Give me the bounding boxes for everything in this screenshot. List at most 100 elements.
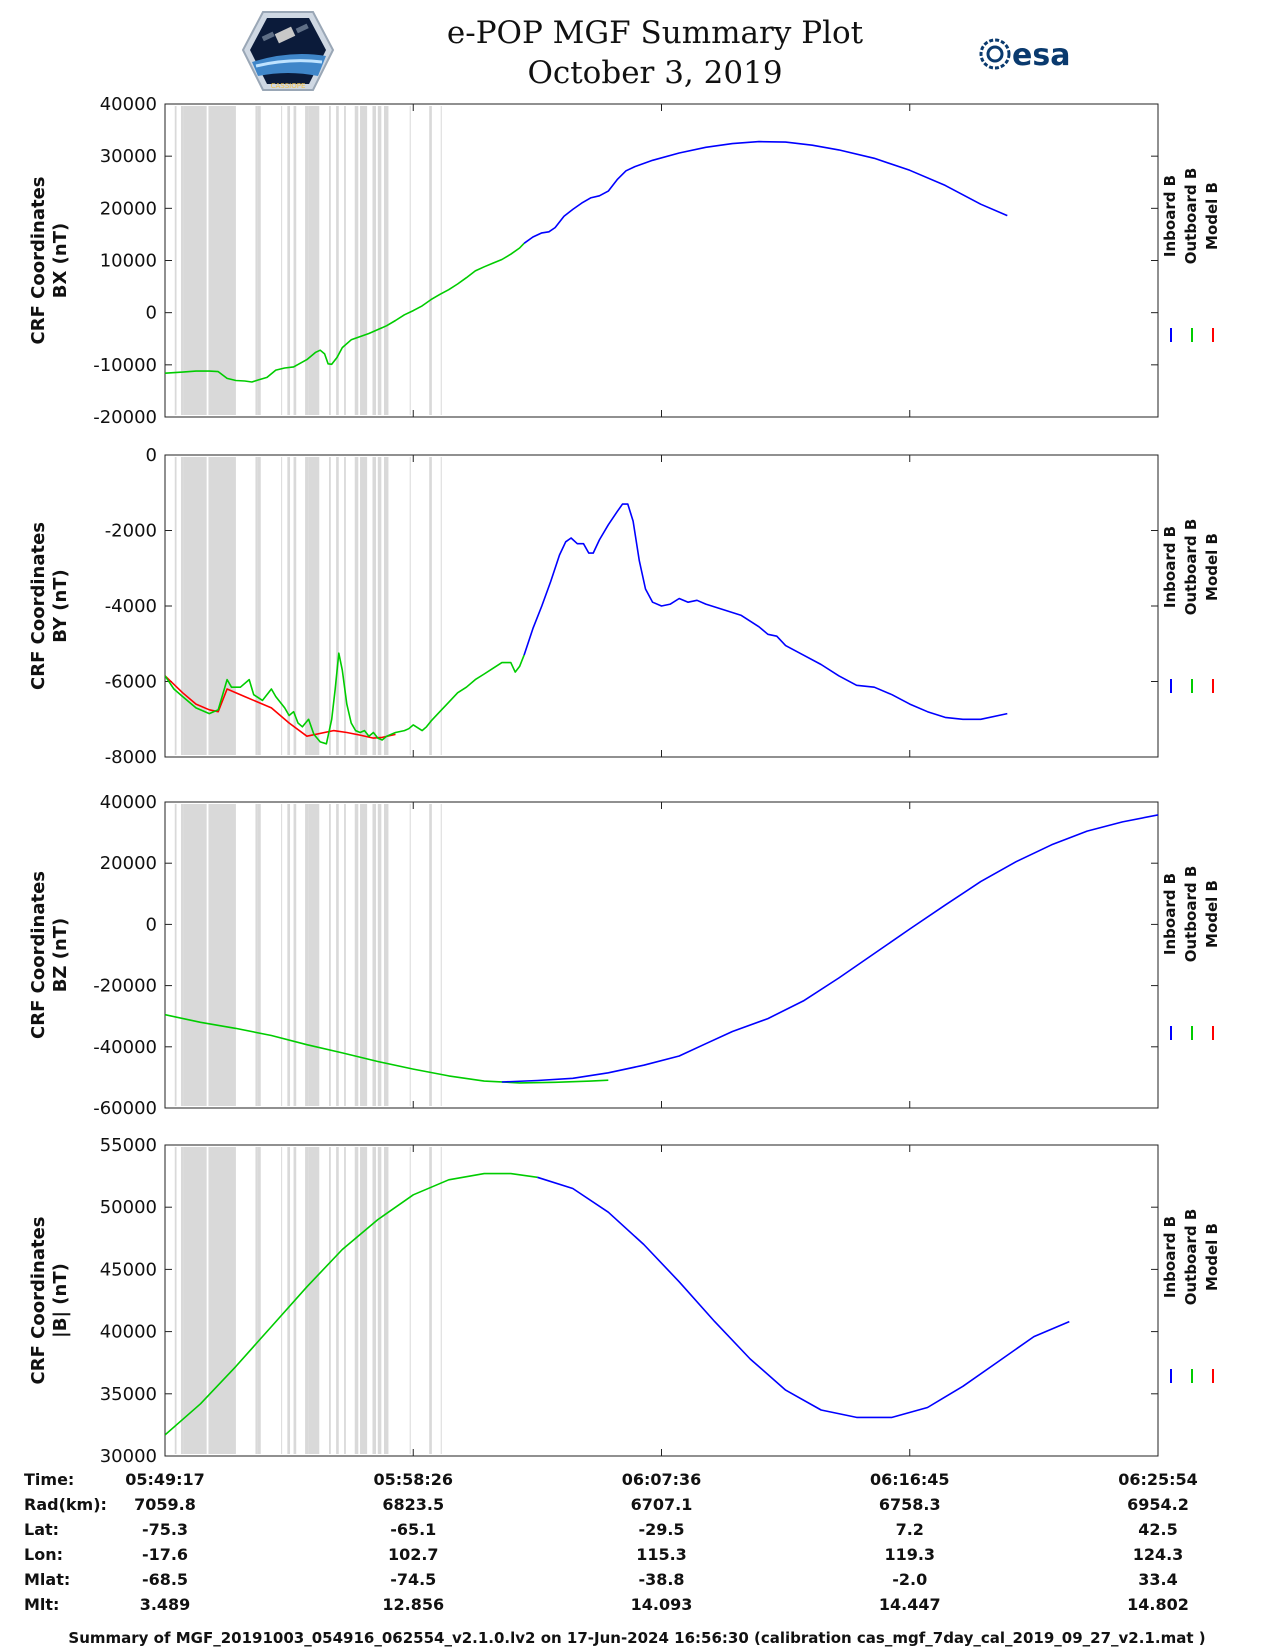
shaded-interval — [344, 457, 346, 755]
shaded-interval — [208, 106, 212, 415]
esa-logo: esa — [979, 38, 1070, 73]
y-tick-label: -20000 — [93, 976, 157, 997]
shaded-interval — [344, 804, 346, 1106]
legend-label: Outboard B — [1182, 168, 1200, 265]
shaded-interval — [281, 457, 283, 755]
y-tick-label: 20000 — [100, 198, 157, 219]
info-cell: 42.5 — [1138, 1520, 1177, 1539]
series-line-outboard-b — [165, 1172, 538, 1436]
shaded-interval — [183, 1147, 207, 1454]
info-cell: 7059.8 — [134, 1495, 196, 1514]
shaded-interval — [360, 457, 368, 755]
shaded-interval — [308, 106, 320, 415]
info-cell: -17.6 — [142, 1545, 188, 1564]
series-line-outboard-b — [165, 1013, 609, 1084]
shaded-interval — [208, 1147, 212, 1454]
title-line-1: e-POP MGF Summary Plot — [447, 15, 864, 51]
shaded-interval — [305, 106, 309, 415]
y-axis-label: CRF Coordinates|B| (nT) — [28, 1217, 71, 1385]
info-cell: 3.489 — [140, 1595, 191, 1614]
info-cell: 06:25:54 — [1118, 1470, 1198, 1489]
shaded-interval — [180, 106, 184, 415]
shaded-interval — [174, 457, 177, 755]
shaded-interval — [293, 457, 297, 755]
info-cell: 05:49:17 — [125, 1470, 205, 1489]
y-axis-label-line-1: CRF Coordinates — [28, 177, 49, 345]
shaded-interval — [429, 457, 432, 755]
y-tick-label: 45000 — [100, 1259, 157, 1280]
shaded-interval — [183, 804, 207, 1106]
y-tick-label: 0 — [146, 445, 157, 466]
series-line-inboard-b — [501, 814, 1158, 1083]
y-tick-label: 10000 — [100, 251, 157, 272]
legend-label: Model B — [1203, 1223, 1221, 1291]
panel-1: -20000 -10000 0 10000 20000 30000 40000 CRF Coo… — [28, 94, 1221, 428]
y-tick-label: -60000 — [93, 1098, 157, 1119]
info-cell: 33.4 — [1138, 1570, 1177, 1589]
info-cell: 6707.1 — [631, 1495, 693, 1514]
shaded-interval — [440, 1147, 442, 1454]
info-cell: -38.8 — [638, 1570, 684, 1589]
shaded-interval — [329, 457, 331, 755]
y-axis-label-line-2: BY (nT) — [50, 569, 71, 643]
shaded-interval — [211, 457, 236, 755]
y-tick-label: -8000 — [105, 747, 157, 768]
shaded-interval — [440, 804, 442, 1106]
info-cell: 14.447 — [879, 1595, 941, 1614]
legend-label: Model B — [1203, 880, 1221, 948]
legend: Inboard B Outboard B Model B — [1161, 866, 1221, 1040]
shaded-interval — [377, 457, 382, 755]
y-axis-label: CRF CoordinatesBX (nT) — [28, 177, 71, 345]
shaded-interval — [377, 1147, 382, 1454]
info-cell: 14.802 — [1127, 1595, 1189, 1614]
y-axis-label-line-1: CRF Coordinates — [28, 871, 49, 1039]
info-cell: 05:58:26 — [373, 1470, 453, 1489]
info-row-label: Rad(km): — [24, 1495, 107, 1514]
shaded-interval — [409, 106, 411, 415]
y-tick-label: 35000 — [100, 1384, 157, 1405]
y-axis-label-line-1: CRF Coordinates — [28, 522, 49, 690]
y-axis-label-line-2: BX (nT) — [50, 223, 71, 298]
shaded-interval — [174, 1147, 177, 1454]
shaded-interval — [383, 804, 389, 1106]
legend-label: Inboard B — [1161, 1216, 1179, 1298]
legend-label: Model B — [1203, 182, 1221, 250]
y-axis-label-line-1: CRF Coordinates — [28, 1217, 49, 1385]
legend: Inboard B Outboard B Model B — [1161, 1209, 1221, 1383]
esa-logo-text: esa — [1012, 38, 1070, 73]
info-row-label: Lat: — [24, 1520, 59, 1539]
shaded-interval — [293, 106, 297, 415]
shaded-interval — [211, 804, 236, 1106]
shaded-interval — [354, 804, 359, 1106]
shaded-interval — [305, 1147, 309, 1454]
shaded-interval — [409, 804, 411, 1106]
info-cell: 102.7 — [388, 1545, 439, 1564]
y-tick-label: 30000 — [100, 146, 157, 167]
y-tick-label: -4000 — [105, 596, 157, 617]
legend-label: Outboard B — [1182, 519, 1200, 616]
info-cell: 115.3 — [636, 1545, 687, 1564]
shaded-interval — [257, 106, 261, 415]
legend: Inboard B Outboard B Model B — [1161, 168, 1221, 342]
series-line-outboard-b — [165, 652, 525, 745]
y-tick-label: 20000 — [100, 853, 157, 874]
info-cell: 7.2 — [896, 1520, 924, 1539]
shaded-interval — [255, 804, 258, 1106]
shaded-interval — [354, 106, 359, 415]
shaded-interval — [255, 1147, 258, 1454]
shaded-interval — [308, 1147, 320, 1454]
legend-label: Model B — [1203, 533, 1221, 601]
shaded-interval — [257, 1147, 261, 1454]
series-line-inboard-b — [523, 140, 1008, 244]
shaded-interval — [308, 804, 320, 1106]
legend: Inboard B Outboard B Model B — [1161, 519, 1221, 693]
shaded-interval — [281, 804, 283, 1106]
shaded-intervals — [174, 457, 442, 755]
info-row-label: Mlat: — [24, 1570, 70, 1589]
y-tick-label: 55000 — [100, 1135, 157, 1156]
series-line-outboard-b — [165, 242, 525, 383]
y-axis-label: CRF CoordinatesBZ (nT) — [28, 871, 71, 1039]
panel-4: 30000 35000 40000 45000 50000 55000 CRF Coordi… — [28, 1135, 1221, 1467]
legend-label: Inboard B — [1161, 526, 1179, 608]
title-line-2: October 3, 2019 — [527, 55, 782, 91]
